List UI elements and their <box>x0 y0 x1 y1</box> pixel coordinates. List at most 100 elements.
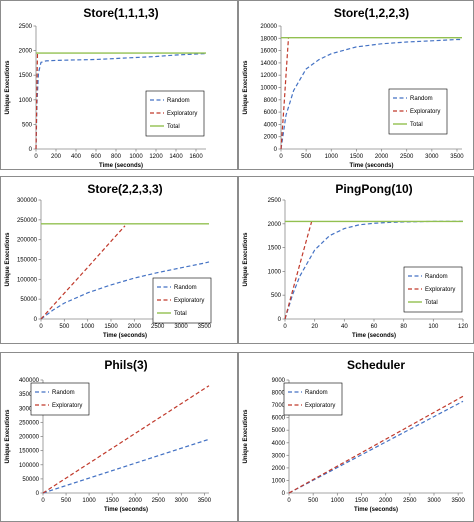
x-tick-label: 3500 <box>451 498 465 504</box>
y-tick-label: 1000 <box>272 478 286 484</box>
x-tick-label: 0 <box>283 324 287 330</box>
y-tick-label: 100000 <box>19 463 40 469</box>
x-tick-label: 3000 <box>425 154 439 160</box>
legend-label-random: Random <box>167 98 190 104</box>
y-tick-label: 2000 <box>19 49 33 55</box>
x-tick-label: 0 <box>287 498 291 504</box>
y-tick-label: 2000 <box>272 466 286 472</box>
y-tick-label: 9000 <box>272 378 286 384</box>
legend-label-exploratory: Exploratory <box>167 111 197 117</box>
legend-label-random: Random <box>174 285 197 291</box>
x-axis-label: Time (seconds) <box>99 163 143 169</box>
x-tick-label: 2000 <box>129 498 143 504</box>
chart-panel-2: Store(1,2,2,3) 0 500 1000 1500 2000 2500 3000 35… <box>238 0 474 170</box>
legend-label-exploratory: Exploratory <box>410 109 440 115</box>
x-tick-label: 0 <box>279 154 283 160</box>
y-tick-label: 4000 <box>272 441 286 447</box>
x-tick-label: 1600 <box>189 154 203 160</box>
chart-title: Store(1,1,1,3) <box>83 6 158 20</box>
chart-svg: Store(1,1,1,3) 0 200 400 600 800 1000 1200 1400 1… <box>5 6 207 169</box>
x-tick-label: 3000 <box>174 324 188 330</box>
x-tick-label: 80 <box>400 324 407 330</box>
y-tick-label: 4000 <box>264 122 278 128</box>
x-tick-label: 500 <box>61 498 72 504</box>
legend-box <box>30 382 90 416</box>
x-tick-label: 0 <box>41 498 45 504</box>
y-axis-label: Unique Executions <box>243 232 249 287</box>
x-tick-label: 2000 <box>379 498 393 504</box>
x-tick-label: 500 <box>308 498 319 504</box>
y-axis-label: Unique Executions <box>5 409 11 464</box>
legend-label-total: Total <box>410 122 423 128</box>
legend-label-exploratory: Exploratory <box>52 403 82 409</box>
y-tick-label: 2500 <box>19 24 33 30</box>
legend-box <box>403 266 463 313</box>
chart-svg: Store(1,2,2,3) 0 500 1000 1500 2000 2500 3000 35… <box>243 6 464 169</box>
y-tick-label: 100000 <box>17 277 38 283</box>
x-tick-label: 40 <box>341 324 348 330</box>
x-tick-label: 100 <box>428 324 439 330</box>
series-line-exploratory <box>42 385 210 494</box>
y-axis-label: Unique Executions <box>243 60 249 115</box>
x-axis-label: Time (seconds) <box>352 333 396 339</box>
y-tick-label: 250000 <box>17 218 38 224</box>
legend-label-total: Total <box>425 300 438 306</box>
x-axis-label: Time (seconds) <box>103 333 147 339</box>
y-tick-label: 5000 <box>272 428 286 434</box>
y-tick-label: 2500 <box>268 198 282 204</box>
y-tick-label: 1500 <box>268 246 282 252</box>
x-tick-label: 1000 <box>81 324 95 330</box>
y-tick-label: 200000 <box>17 238 38 244</box>
legend-label-random: Random <box>52 390 75 396</box>
x-tick-label: 200 <box>51 154 62 160</box>
chart-panel-1: Store(1,1,1,3) 0 200 400 600 800 1000 1200 1400 1… <box>0 0 238 170</box>
x-tick-label: 1000 <box>129 154 143 160</box>
y-axis-label: Unique Executions <box>5 232 11 287</box>
x-axis-label: Time (seconds) <box>350 163 394 169</box>
x-tick-label: 1000 <box>331 498 345 504</box>
x-tick-label: 2500 <box>403 498 417 504</box>
y-tick-label: 1000 <box>268 269 282 275</box>
y-tick-label: 300000 <box>17 198 38 204</box>
y-tick-label: 1500 <box>19 73 33 79</box>
y-axis-label: Unique Executions <box>5 60 11 115</box>
legend-box <box>152 277 212 324</box>
chart-title: Store(2,2,3,3) <box>87 182 162 196</box>
x-tick-label: 1500 <box>350 154 364 160</box>
y-tick-label: 16000 <box>260 49 277 55</box>
series-line-random <box>288 400 464 494</box>
y-tick-label: 8000 <box>272 391 286 397</box>
legend-label-random: Random <box>305 390 328 396</box>
y-tick-label: 6000 <box>264 110 278 116</box>
y-tick-label: 2000 <box>268 222 282 228</box>
y-tick-label: 10000 <box>260 86 277 92</box>
x-tick-label: 500 <box>59 324 70 330</box>
chart-panel-6: Scheduler 0 500 1000 1500 2000 2500 3000 3500 0 10… <box>238 352 474 522</box>
x-tick-label: 1200 <box>149 154 163 160</box>
series-line-random <box>40 261 210 320</box>
y-axis-label: Unique Executions <box>243 409 249 464</box>
x-tick-label: 3500 <box>198 498 212 504</box>
x-tick-label: 20 <box>311 324 318 330</box>
x-tick-label: 2500 <box>400 154 414 160</box>
y-tick-label: 400000 <box>19 378 40 384</box>
y-tick-label: 20000 <box>260 24 277 30</box>
chart-panel-3: Store(2,2,3,3) 0 500 1000 1500 2000 2500 3000 35… <box>0 176 238 344</box>
y-tick-label: 50000 <box>22 477 39 483</box>
y-tick-label: 3000 <box>272 453 286 459</box>
y-tick-label: 7000 <box>272 403 286 409</box>
x-tick-label: 120 <box>458 324 469 330</box>
series-line-exploratory <box>284 221 313 320</box>
x-tick-label: 1000 <box>325 154 339 160</box>
y-tick-label: 6000 <box>272 416 286 422</box>
chart-panel-5: Phils(3) 0 500 1000 1500 2000 2500 3000 3500 0 500… <box>0 352 238 522</box>
y-tick-label: 0 <box>36 491 40 497</box>
y-tick-label: 150000 <box>19 449 40 455</box>
x-tick-label: 3500 <box>450 154 464 160</box>
legend-label-random: Random <box>425 274 448 280</box>
legend-label-random: Random <box>410 96 433 102</box>
legend-box <box>388 88 448 135</box>
x-tick-label: 60 <box>371 324 378 330</box>
x-tick-label: 600 <box>91 154 102 160</box>
x-tick-label: 1400 <box>169 154 183 160</box>
